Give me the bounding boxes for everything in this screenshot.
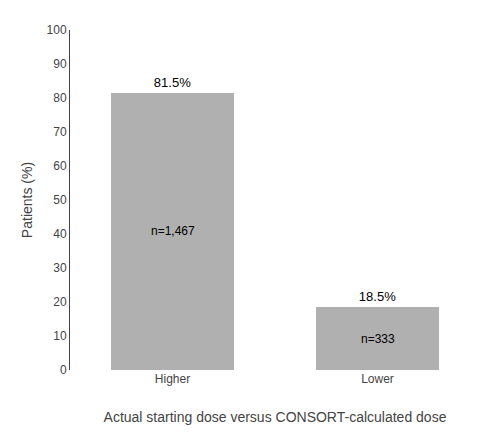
svg-text:Higher: Higher bbox=[155, 372, 190, 386]
svg-text:50: 50 bbox=[53, 193, 67, 207]
svg-text:Lower: Lower bbox=[361, 372, 394, 386]
svg-text:80: 80 bbox=[53, 91, 67, 105]
svg-text:90: 90 bbox=[53, 57, 67, 71]
svg-text:10: 10 bbox=[53, 329, 67, 343]
svg-text:100: 100 bbox=[47, 23, 67, 37]
svg-text:n=333: n=333 bbox=[361, 332, 395, 346]
svg-text:n=1,467: n=1,467 bbox=[151, 224, 195, 238]
svg-text:70: 70 bbox=[53, 125, 67, 139]
svg-text:0: 0 bbox=[60, 363, 67, 377]
svg-text:40: 40 bbox=[53, 227, 67, 241]
svg-text:Patients (%): Patients (%) bbox=[19, 162, 35, 238]
svg-text:Actual starting dose versus CO: Actual starting dose versus CONSORT-calc… bbox=[104, 409, 447, 425]
svg-text:20: 20 bbox=[53, 295, 67, 309]
svg-text:60: 60 bbox=[53, 159, 67, 173]
svg-text:18.5%: 18.5% bbox=[359, 289, 396, 304]
svg-text:81.5%: 81.5% bbox=[154, 75, 191, 90]
svg-text:30: 30 bbox=[53, 261, 67, 275]
